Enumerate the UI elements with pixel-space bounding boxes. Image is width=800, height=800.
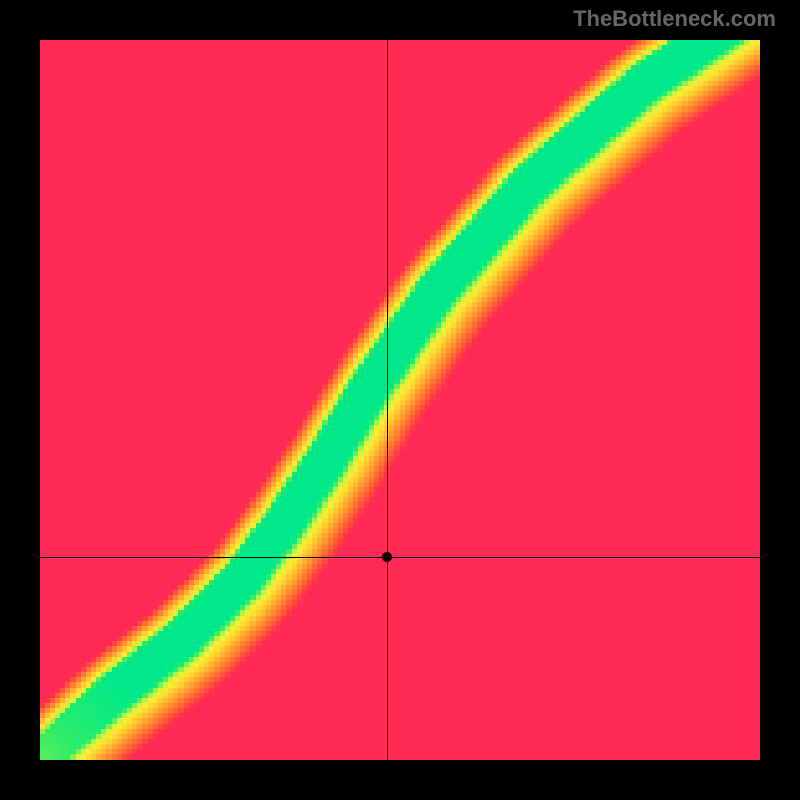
intersection-marker [382, 552, 392, 562]
heatmap-plot [40, 40, 760, 760]
chart-container: TheBottleneck.com [0, 0, 800, 800]
crosshair-horizontal [40, 557, 760, 558]
watermark-text: TheBottleneck.com [573, 6, 776, 32]
heatmap-canvas [40, 40, 760, 760]
crosshair-vertical [387, 40, 388, 760]
